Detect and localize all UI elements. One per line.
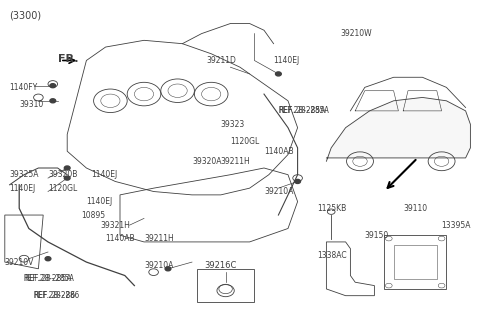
- Text: REF.28-286: REF.28-286: [34, 291, 76, 300]
- Text: 39110: 39110: [403, 204, 427, 213]
- Text: 39310: 39310: [19, 100, 44, 109]
- Text: 39211H: 39211H: [221, 157, 251, 166]
- Text: 39211D: 39211D: [206, 56, 236, 65]
- Circle shape: [64, 176, 70, 180]
- Text: REF.28-286: REF.28-286: [34, 291, 80, 300]
- Text: 1120GL: 1120GL: [230, 137, 260, 145]
- Circle shape: [19, 255, 29, 262]
- Text: 1140EJ: 1140EJ: [86, 197, 113, 206]
- Circle shape: [50, 84, 56, 88]
- Circle shape: [165, 267, 171, 271]
- Circle shape: [50, 99, 56, 103]
- Text: 39320B: 39320B: [48, 170, 77, 179]
- Circle shape: [34, 94, 43, 101]
- Circle shape: [295, 179, 300, 183]
- Text: 1140EJ: 1140EJ: [91, 170, 118, 179]
- Text: 10895: 10895: [82, 211, 106, 219]
- Text: REF.28-285A: REF.28-285A: [24, 275, 72, 283]
- Polygon shape: [326, 97, 470, 161]
- Text: 1120GL: 1120GL: [48, 184, 77, 193]
- Circle shape: [293, 175, 302, 181]
- Text: 1140AB: 1140AB: [106, 234, 135, 243]
- Text: REF.28-285A: REF.28-285A: [278, 107, 326, 115]
- Text: 39325A: 39325A: [10, 170, 39, 179]
- Circle shape: [276, 72, 281, 76]
- Bar: [394, 245, 437, 279]
- Text: 1140EJ: 1140EJ: [10, 184, 36, 193]
- Text: REF.28-285A: REF.28-285A: [278, 107, 329, 115]
- Text: 39210W: 39210W: [341, 29, 372, 38]
- Text: 39323: 39323: [221, 120, 245, 129]
- Text: (3300): (3300): [10, 10, 42, 20]
- Text: 1140FY: 1140FY: [10, 83, 38, 92]
- Text: 1140AB: 1140AB: [264, 147, 294, 156]
- Circle shape: [48, 81, 58, 87]
- Circle shape: [45, 257, 51, 261]
- Text: 39210A: 39210A: [264, 187, 293, 196]
- Text: 39211H: 39211H: [144, 234, 174, 243]
- Text: 1338AC: 1338AC: [317, 251, 347, 260]
- Text: REF.28-285A: REF.28-285A: [24, 275, 75, 283]
- Circle shape: [149, 269, 158, 276]
- Text: 39210A: 39210A: [144, 261, 173, 270]
- Text: 39320A: 39320A: [192, 157, 221, 166]
- Text: 39321H: 39321H: [101, 221, 131, 229]
- Text: FR.: FR.: [58, 54, 78, 64]
- Bar: [384, 235, 446, 289]
- Text: 39150: 39150: [365, 231, 389, 240]
- Circle shape: [64, 166, 70, 170]
- Text: 39210V: 39210V: [5, 258, 34, 266]
- Text: 1125KB: 1125KB: [317, 204, 346, 213]
- Text: 1140EJ: 1140EJ: [274, 56, 300, 65]
- Text: 39216C: 39216C: [204, 261, 237, 270]
- Text: 13395A: 13395A: [442, 221, 471, 229]
- Bar: [197, 269, 254, 302]
